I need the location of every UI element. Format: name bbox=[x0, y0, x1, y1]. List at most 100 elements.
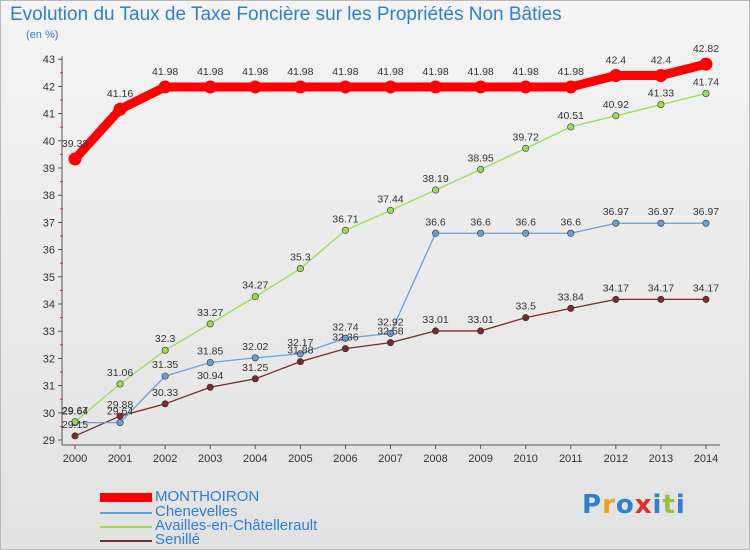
data-point bbox=[296, 350, 304, 358]
data-label: 29.88 bbox=[107, 399, 133, 411]
y-tick-label: 43 bbox=[43, 54, 55, 66]
data-label: 41.98 bbox=[467, 66, 493, 78]
data-point bbox=[477, 229, 485, 237]
data-point bbox=[296, 358, 304, 366]
x-tick-label: 2006 bbox=[333, 453, 357, 465]
data-label: 41.16 bbox=[107, 88, 133, 100]
data-label: 32.36 bbox=[332, 332, 358, 344]
data-label: 41.74 bbox=[693, 76, 719, 88]
data-label: 41.98 bbox=[287, 66, 313, 78]
y-tick-label: 38 bbox=[43, 190, 55, 202]
data-label: 41.98 bbox=[558, 66, 584, 78]
data-point bbox=[474, 80, 488, 94]
data-point bbox=[71, 432, 79, 440]
x-tick-label: 2002 bbox=[153, 453, 177, 465]
data-point bbox=[657, 219, 665, 227]
data-point bbox=[432, 229, 440, 237]
data-label: 34.17 bbox=[648, 282, 674, 294]
legend-swatch bbox=[100, 540, 152, 542]
data-point bbox=[341, 226, 349, 234]
y-tick-label: 31 bbox=[43, 381, 55, 393]
data-label: 31.85 bbox=[197, 345, 223, 357]
legend-swatch bbox=[100, 512, 152, 514]
data-label: 39.72 bbox=[513, 131, 539, 143]
chart-title: Evolution du Taux de Taxe Foncière sur l… bbox=[10, 4, 562, 25]
data-label: 32.92 bbox=[377, 316, 403, 328]
data-point bbox=[251, 354, 259, 362]
data-label: 42.4 bbox=[606, 55, 627, 67]
data-label: 35.3 bbox=[290, 252, 311, 264]
data-point bbox=[702, 219, 710, 227]
y-tick-label: 39 bbox=[43, 163, 55, 175]
data-point bbox=[519, 80, 533, 94]
legend-swatch bbox=[100, 526, 152, 528]
y-tick-label: 33 bbox=[43, 326, 55, 338]
data-label: 37.44 bbox=[377, 193, 403, 205]
data-label: 41.98 bbox=[513, 66, 539, 78]
data-point bbox=[296, 265, 304, 273]
data-label: 36.6 bbox=[561, 216, 582, 228]
data-point bbox=[386, 329, 394, 337]
series-line bbox=[74, 92, 707, 423]
data-point bbox=[116, 380, 124, 388]
data-point bbox=[564, 80, 578, 94]
data-point bbox=[116, 419, 124, 427]
data-point bbox=[567, 123, 575, 131]
series-lines bbox=[68, 57, 713, 440]
data-point bbox=[522, 229, 530, 237]
data-point bbox=[383, 80, 397, 94]
data-label: 29.64 bbox=[107, 406, 133, 418]
x-tick-label: 2004 bbox=[243, 453, 267, 465]
y-tick-label: 41 bbox=[43, 109, 55, 121]
data-point bbox=[203, 80, 217, 94]
data-label: 42.4 bbox=[651, 55, 672, 67]
y-tick-label: 36 bbox=[43, 245, 55, 257]
data-point bbox=[161, 400, 169, 408]
data-label: 33.5 bbox=[515, 301, 536, 313]
data-label: 30.94 bbox=[197, 370, 223, 382]
y-tick-label: 32 bbox=[43, 353, 55, 365]
data-point bbox=[477, 327, 485, 335]
y-tick-label: 30 bbox=[43, 408, 55, 420]
data-point bbox=[567, 304, 575, 312]
x-tick-label: 2013 bbox=[649, 453, 673, 465]
data-label: 32.17 bbox=[287, 337, 313, 349]
data-point bbox=[161, 372, 169, 380]
data-label: 32.3 bbox=[155, 333, 176, 345]
y-tick-label: 34 bbox=[43, 299, 55, 311]
data-point bbox=[206, 358, 214, 366]
data-label: 31.25 bbox=[242, 362, 268, 374]
data-point bbox=[654, 69, 668, 83]
data-label: 41.98 bbox=[242, 66, 268, 78]
data-point bbox=[522, 314, 530, 322]
data-label: 42.82 bbox=[693, 43, 719, 55]
data-label: 36.6 bbox=[470, 216, 491, 228]
data-point bbox=[386, 339, 394, 347]
data-label: 29.15 bbox=[62, 419, 88, 431]
data-point bbox=[113, 102, 127, 116]
data-point bbox=[432, 327, 440, 335]
data-point bbox=[338, 80, 352, 94]
x-tick-label: 2012 bbox=[604, 453, 628, 465]
data-point bbox=[68, 152, 82, 166]
data-point bbox=[71, 418, 79, 426]
legend-label: Senillé bbox=[155, 531, 201, 548]
data-label: 36.71 bbox=[332, 213, 358, 225]
data-point bbox=[386, 206, 394, 214]
x-tick-label: 2007 bbox=[378, 453, 402, 465]
data-label: 41.98 bbox=[197, 66, 223, 78]
data-label: 38.95 bbox=[467, 152, 493, 164]
data-label: 33.27 bbox=[197, 307, 223, 319]
data-label: 31.35 bbox=[152, 359, 178, 371]
data-point bbox=[158, 80, 172, 94]
data-label: 40.51 bbox=[558, 110, 584, 122]
y-tick-label: 40 bbox=[43, 136, 55, 148]
data-point bbox=[657, 101, 665, 109]
data-point bbox=[429, 80, 443, 94]
data-label: 33.84 bbox=[558, 291, 584, 303]
data-point bbox=[341, 334, 349, 342]
data-point bbox=[251, 293, 259, 301]
x-tick-label: 2009 bbox=[468, 453, 492, 465]
x-tick-label: 2011 bbox=[559, 453, 583, 465]
